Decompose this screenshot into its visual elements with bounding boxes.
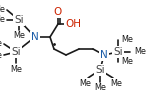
Text: Si: Si — [14, 15, 24, 25]
Text: Me: Me — [0, 6, 5, 15]
Text: Si: Si — [113, 47, 123, 57]
Text: Me: Me — [121, 57, 133, 66]
Text: Me: Me — [121, 36, 133, 44]
Text: Si: Si — [95, 65, 105, 75]
Text: N: N — [100, 50, 108, 60]
Text: Me: Me — [134, 48, 146, 57]
Text: OH: OH — [65, 19, 81, 29]
Text: Si: Si — [11, 47, 21, 57]
Text: Me: Me — [0, 40, 2, 49]
Text: Me: Me — [0, 51, 2, 59]
Text: Me: Me — [110, 78, 122, 87]
Text: N: N — [31, 32, 39, 42]
Text: Me: Me — [79, 78, 91, 87]
Text: Me: Me — [13, 32, 25, 40]
Text: Me: Me — [94, 84, 106, 93]
Text: Me: Me — [0, 15, 5, 25]
Text: O: O — [54, 7, 62, 17]
Text: Me: Me — [10, 65, 22, 74]
